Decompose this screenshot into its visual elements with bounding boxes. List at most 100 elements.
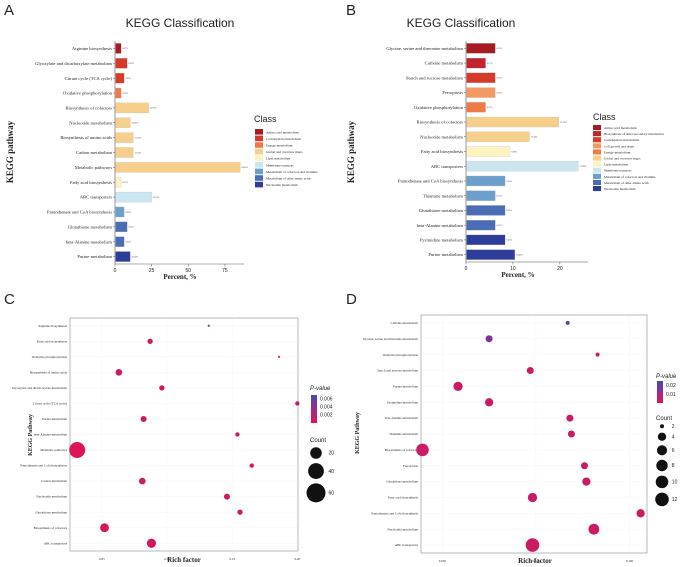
legend-label: Carbohydrate metabolism bbox=[604, 138, 639, 142]
chart-d: Caffeine metabolism Glycine, serine and t… bbox=[355, 312, 678, 565]
legend-label: Carbohydrate metabolism bbox=[266, 137, 301, 141]
x-tick-label: 0 bbox=[114, 268, 117, 274]
bar-value-label: 13.54% bbox=[531, 137, 538, 139]
legend-label: Energy metabolism bbox=[266, 143, 293, 147]
legend-swatch-energy-metabolism bbox=[255, 142, 263, 148]
bar-value-label: 4.17% bbox=[122, 93, 128, 95]
chart-d-y-axis-title: KEGG Pathway bbox=[355, 412, 361, 454]
bar-value-label: 6.25% bbox=[497, 92, 503, 94]
pathway-label: Thiamine metabolism bbox=[389, 432, 418, 436]
dot-thiamine-metabolism bbox=[567, 430, 575, 438]
legend-swatch-membrane-transport bbox=[255, 162, 263, 168]
chart-d-count-title: Count bbox=[656, 416, 672, 422]
bar-category-label: Fatty acid biosynthesis bbox=[70, 180, 112, 185]
dot-ferroptosis bbox=[580, 462, 589, 470]
legend-swatch-metabolism-of-other-amino-acids bbox=[255, 175, 263, 181]
count-legend-label: 2 bbox=[672, 424, 675, 430]
bar-category-label: Pantothenate and CoA biosynthesis bbox=[47, 210, 112, 215]
chart-b-title: KEGG Classification bbox=[407, 16, 516, 30]
count-legend-label: 20 bbox=[329, 451, 335, 457]
bar-category-label: Metabolic pathways bbox=[75, 165, 112, 170]
bar-oxidative-phosphorylation bbox=[466, 102, 486, 113]
bar-pantothenate-and-coa-biosynthesis bbox=[466, 175, 506, 187]
legend-label: Lipid metabolism bbox=[604, 163, 628, 167]
dot-carbon-metabolism bbox=[138, 477, 146, 485]
bar-value-label: 6.25% bbox=[497, 196, 503, 198]
chart-d-x-axis-title: Rich factor bbox=[518, 557, 552, 565]
dot-glycine-serine-and-threonine-metabolism bbox=[485, 335, 493, 343]
x-tick-label: 0.100 bbox=[626, 559, 634, 563]
count-legend-label: 4 bbox=[672, 434, 675, 440]
bar-glutathione-metabolism bbox=[115, 221, 128, 233]
legend-label: Metabolism of cofactors and vitamins bbox=[604, 175, 656, 179]
legend-label: Membrane transport bbox=[266, 163, 294, 167]
legend-swatch-metabolism-of-cofactors-and-vitamins bbox=[255, 168, 263, 175]
pvalue-tick-label: 0.006 bbox=[320, 397, 333, 403]
bar-value-label: 8.33% bbox=[128, 227, 134, 229]
pathway-label: Nucleotide metabolism bbox=[387, 527, 418, 531]
pathway-label: Pantothenate and CoA biosynthesis bbox=[20, 464, 67, 468]
count-legend-dot bbox=[308, 463, 324, 479]
chart-a-legend-title: Class bbox=[254, 114, 277, 124]
legend-swatch-biosynthesis-of-other-secondary-metabolites bbox=[593, 131, 601, 137]
legend-swatch-metabolism-of-cofactors-and-vitamins bbox=[593, 173, 601, 179]
bar-value-label: 6.25% bbox=[125, 78, 131, 80]
bar-value-label: 4.17% bbox=[487, 63, 493, 65]
bar-value-label: 10.42% bbox=[131, 256, 138, 258]
bar-category-label: Pantothenate and CoA biosynthesis bbox=[398, 179, 463, 184]
count-legend-label: 8 bbox=[672, 463, 675, 469]
bar-category-label: Nucleotide metabolism bbox=[420, 134, 463, 139]
bar-value-label: 12.50% bbox=[135, 152, 142, 154]
bar-category-label: Biosynthesis of amino acids bbox=[60, 135, 112, 140]
bar-nucleotide-metabolism bbox=[466, 131, 530, 142]
x-tick-label: 75 bbox=[222, 268, 228, 274]
x-tick-label: 50 bbox=[186, 268, 192, 274]
legend-label: Global and overview maps bbox=[604, 156, 641, 160]
bar-category-label: Biosynthesis of cofactors bbox=[66, 106, 113, 111]
pathway-label: Glutathione metabolism bbox=[35, 510, 67, 514]
legend-label: Global and overview maps bbox=[266, 150, 303, 154]
dot-fatty-acid-biosynthesis bbox=[527, 492, 538, 503]
count-legend-label: 60 bbox=[329, 491, 335, 497]
bar-value-label: 4.17% bbox=[122, 48, 128, 50]
bar-thiamine-metabolism bbox=[466, 190, 496, 201]
pathway-label: Nucleotide metabolism bbox=[36, 495, 67, 499]
bar-category-label: Nucleotide metabolism bbox=[69, 120, 112, 125]
dot-purine-metabolism bbox=[453, 381, 463, 392]
bar-category-label: Glycine, serine and threonine metabolism bbox=[386, 46, 463, 52]
bar-category-label: Fatty acid biosynthesis bbox=[421, 149, 463, 154]
bar-value-label: 9.38% bbox=[511, 151, 517, 153]
count-legend-dot bbox=[657, 432, 667, 441]
dot-biosynthesis-of-amino-acids bbox=[115, 369, 123, 376]
dot-pyrimidine-metabolism bbox=[484, 398, 494, 407]
bar-pantothenate-and-coa-biosynthesis bbox=[115, 206, 125, 218]
bar-nucleotide-metabolism bbox=[115, 117, 131, 128]
legend-label: Energy metabolism bbox=[604, 150, 631, 154]
pathway-label: Glutathione metabolism bbox=[386, 480, 418, 484]
x-tick-label: 0.075 bbox=[532, 559, 540, 563]
count-legend-dot bbox=[306, 483, 326, 503]
bar-value-label: 6.25% bbox=[125, 212, 131, 214]
legend-swatch-energy-metabolism bbox=[593, 149, 601, 155]
count-legend-dot bbox=[310, 447, 322, 459]
dot-pantothenate-and-coa-biosynthesis bbox=[249, 463, 254, 468]
legend-label: Nucleotide metabolism bbox=[604, 187, 636, 191]
pathway-label: Metabolic pathways bbox=[40, 448, 67, 452]
bar-value-label: 6.25% bbox=[497, 225, 503, 227]
bar-glycine-serine-and-threonine-metabolism bbox=[466, 43, 496, 54]
panel-letter-b: B bbox=[346, 2, 356, 19]
legend-label: Membrane transport bbox=[604, 169, 632, 173]
chart-c-x-axis-title: Rich factor bbox=[167, 556, 201, 564]
bar-oxidative-phosphorylation bbox=[115, 87, 122, 99]
legend-label: Amino acid metabolism bbox=[266, 130, 299, 134]
pathway-label: beta-Alanine metabolism bbox=[34, 433, 68, 437]
pathway-label: Glyoxylate and dicarboxylate metabolism bbox=[12, 386, 68, 390]
dot-glutathione-metabolism bbox=[582, 477, 591, 486]
dot-arginine-biosynthesis bbox=[207, 324, 210, 327]
chart-b-y-axis-title: KEGG pathway bbox=[346, 120, 356, 183]
chart-c-pvalue-title: P-value bbox=[310, 386, 331, 392]
dot-purine-metabolism bbox=[140, 415, 147, 422]
dot-pantothenate-and-coa-biosynthesis bbox=[636, 509, 645, 518]
pathway-label: Carbon metabolism bbox=[41, 479, 67, 483]
bar-glyoxylate-and-dicarboxylate-metabolism bbox=[115, 58, 128, 69]
